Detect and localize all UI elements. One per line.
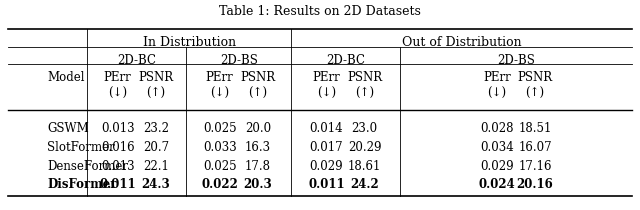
Text: 16.07: 16.07 [518,141,552,154]
Text: 20.0: 20.0 [245,122,271,135]
Text: 2D-BC: 2D-BC [117,54,156,67]
Text: 0.029: 0.029 [480,160,514,173]
Text: 16.3: 16.3 [245,141,271,154]
Text: 0.033: 0.033 [203,141,237,154]
Text: 0.014: 0.014 [310,122,343,135]
Text: 20.3: 20.3 [243,178,272,191]
Text: PSNR: PSNR [347,71,382,84]
Text: 0.011: 0.011 [99,178,136,191]
Text: 0.034: 0.034 [480,141,514,154]
Text: 0.025: 0.025 [203,122,236,135]
Text: GSWM: GSWM [47,122,89,135]
Text: 0.029: 0.029 [310,160,343,173]
Text: 24.3: 24.3 [141,178,170,191]
Text: 0.017: 0.017 [310,141,343,154]
Text: 2D-BS: 2D-BS [497,54,535,67]
Text: (↑): (↑) [525,87,545,100]
Text: Out of Distribution: Out of Distribution [402,36,522,49]
Text: 17.8: 17.8 [245,160,271,173]
Text: 0.022: 0.022 [201,178,238,191]
Text: In Distribution: In Distribution [143,36,236,49]
Text: (↑): (↑) [355,87,374,100]
Text: 23.0: 23.0 [351,122,378,135]
Text: PErr: PErr [483,71,511,84]
Text: 20.29: 20.29 [348,141,381,154]
Text: 0.016: 0.016 [101,141,134,154]
Text: PErr: PErr [312,71,340,84]
Text: 0.028: 0.028 [480,122,513,135]
Text: 0.024: 0.024 [479,178,515,191]
Text: PSNR: PSNR [518,71,552,84]
Text: 18.61: 18.61 [348,160,381,173]
Text: (↓): (↓) [317,87,336,100]
Text: (↓): (↓) [210,87,229,100]
Text: 2D-BS: 2D-BS [220,54,258,67]
Text: DenseFormer: DenseFormer [47,160,128,173]
Text: 20.16: 20.16 [516,178,554,191]
Text: Model: Model [47,71,84,84]
Text: SlotFormer: SlotFormer [47,141,115,154]
Text: 0.025: 0.025 [203,160,236,173]
Text: 0.011: 0.011 [308,178,345,191]
Text: 17.16: 17.16 [518,160,552,173]
Text: (↓): (↓) [487,87,506,100]
Text: (↑): (↑) [147,87,166,100]
Text: 22.1: 22.1 [143,160,169,173]
Text: DisFormer: DisFormer [47,178,116,191]
Text: PSNR: PSNR [138,71,173,84]
Text: 24.2: 24.2 [350,178,379,191]
Text: (↓): (↓) [108,87,127,100]
Text: 0.013: 0.013 [101,160,134,173]
Text: PErr: PErr [206,71,234,84]
Text: PErr: PErr [104,71,132,84]
Text: 18.51: 18.51 [518,122,552,135]
Text: (↑): (↑) [248,87,268,100]
Text: Table 1: Results on 2D Datasets: Table 1: Results on 2D Datasets [219,5,421,18]
Text: PSNR: PSNR [240,71,275,84]
Text: 20.7: 20.7 [143,141,169,154]
Text: 23.2: 23.2 [143,122,169,135]
Text: 0.013: 0.013 [101,122,134,135]
Text: 2D-BC: 2D-BC [326,54,365,67]
